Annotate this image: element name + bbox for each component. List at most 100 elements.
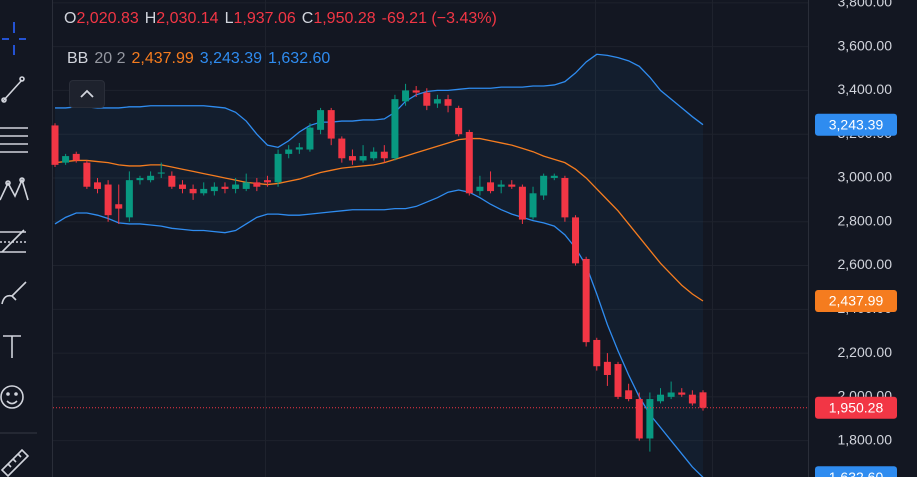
price-tag-label: 1,632.60 (829, 469, 884, 477)
candle-body (657, 394, 665, 402)
candle-body (125, 180, 133, 218)
candle-body (104, 184, 112, 216)
candle-body (593, 339, 601, 367)
indicator-params: 20 2 (94, 50, 126, 67)
price-tag (815, 290, 897, 313)
legend-value: 2,030.14 (156, 10, 219, 27)
price-tag (815, 466, 897, 477)
fib-tool[interactable] (0, 229, 26, 253)
band-line (55, 53, 704, 149)
candle-body (242, 182, 250, 189)
candle-body (688, 394, 696, 404)
candle-body (444, 99, 452, 106)
candle-body (561, 177, 569, 218)
price-tag (815, 396, 897, 419)
candle-body (232, 184, 240, 189)
candle-body (540, 175, 548, 196)
candle-body (550, 175, 558, 178)
candle-body (189, 188, 197, 194)
candle-body (83, 162, 91, 187)
brush-tool[interactable] (1, 281, 27, 305)
candle-body (380, 151, 388, 159)
candle-body (402, 90, 410, 102)
legend-change: -69.21 (−3.43%) (381, 10, 497, 27)
emoji-tool[interactable] (0, 385, 24, 409)
candle-body (529, 193, 537, 218)
candle-body (476, 186, 484, 192)
price-tag-label: 3,243.39 (829, 116, 884, 132)
legend-value: 2,020.83 (76, 10, 139, 27)
candle-body (603, 361, 611, 375)
ruler-tool[interactable] (0, 448, 30, 477)
candle-body (93, 182, 101, 189)
candle-body (412, 90, 420, 93)
price-axis: 1,800.002,000.002,200.002,400.002,600.00… (815, 0, 897, 477)
indicator-value: 3,243.39 (199, 50, 263, 67)
candle-body (614, 364, 622, 397)
candle-body (200, 188, 208, 194)
y-tick-label: 2,200.00 (838, 344, 893, 360)
candle-body (433, 99, 441, 104)
legend-value: 1,950.28 (313, 10, 376, 27)
candle-body (338, 138, 346, 159)
price-tag (815, 113, 897, 136)
candle-body (136, 177, 144, 181)
candle-body (635, 399, 643, 439)
price-tag-label: 2,437.99 (829, 293, 884, 309)
toolbar (0, 22, 37, 477)
candle-body (72, 153, 80, 161)
candle-body (518, 186, 526, 220)
candle-body (508, 184, 516, 187)
candle-body (62, 156, 70, 163)
candle-body (348, 156, 356, 161)
lines-tool[interactable] (0, 127, 28, 153)
candle-body (667, 392, 675, 397)
candle-body (317, 110, 325, 130)
band-line (54, 189, 704, 477)
candle-body (210, 186, 218, 192)
candle-body (699, 392, 707, 408)
candle-body (391, 99, 399, 159)
candle-body (274, 153, 282, 183)
chevron-icon (80, 89, 94, 98)
price-tag-label: 1,950.28 (829, 399, 884, 415)
candle-body (178, 184, 186, 189)
candle-body (168, 175, 176, 187)
candle-body (370, 151, 378, 159)
indicator-name: BB (67, 50, 89, 67)
collapse-button[interactable] (69, 80, 105, 108)
candle-body (221, 186, 229, 189)
candle-body (157, 172, 165, 174)
legend-value: 1,937.06 (233, 10, 296, 27)
y-tick-label: 3,600.00 (838, 37, 893, 53)
trendline-tool[interactable] (1, 76, 25, 103)
indicator-value: 1,632.60 (268, 50, 331, 67)
candle-body (147, 175, 155, 181)
band-line (54, 137, 704, 302)
text-tool[interactable] (3, 335, 21, 358)
y-tick-label: 3,800.00 (838, 0, 893, 10)
pattern-tool[interactable] (0, 177, 29, 201)
crosshair-tool[interactable] (2, 22, 26, 55)
band-fill (55, 54, 703, 477)
candle-body (51, 125, 59, 165)
candle-body (625, 390, 633, 400)
candle-body (253, 182, 261, 187)
y-tick-label: 3,400.00 (838, 81, 893, 97)
y-tick-label: 2,600.00 (838, 256, 893, 272)
candle-body (465, 132, 473, 194)
grid (53, 2, 808, 442)
candle-body (327, 110, 335, 139)
y-tick-label: 1,800.00 (838, 431, 893, 447)
candle-body (646, 399, 654, 439)
candle-body (285, 149, 293, 154)
candle-body (115, 204, 123, 209)
plot-area (51, 53, 808, 477)
y-tick-label: 2,800.00 (838, 212, 893, 228)
candle-body (359, 156, 367, 161)
candle-body (497, 184, 505, 187)
candle-body (455, 107, 463, 135)
ohlc-legend: O2,020.83 H2,030.14 L1,937.06 C1,950.28 -69.… (64, 10, 503, 28)
